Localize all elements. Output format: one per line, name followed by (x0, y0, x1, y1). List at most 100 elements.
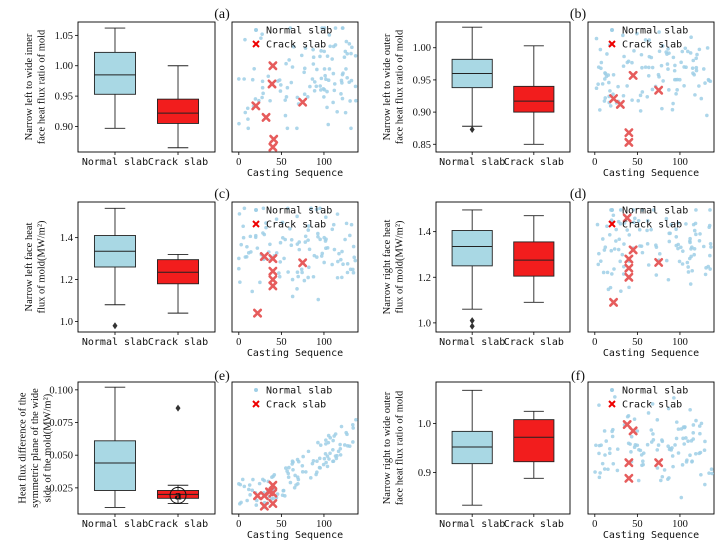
normal-point (691, 423, 696, 427)
y-tick-label: 0.9 (418, 468, 431, 479)
normal-point (664, 216, 669, 221)
normal-point (331, 448, 335, 452)
normal-point (599, 66, 603, 71)
normal-point (667, 239, 672, 244)
y-tick-label: 1.4 (418, 227, 432, 238)
normal-point (611, 73, 616, 77)
normal-point (290, 459, 295, 463)
normal-point (689, 439, 694, 443)
normal-point (287, 465, 291, 470)
y-axis-label: symmetric plane of the wide (30, 388, 41, 508)
normal-point (311, 62, 316, 66)
normal-point (354, 417, 358, 422)
normal-point (295, 214, 299, 219)
normal-point (645, 94, 650, 99)
normal-point (261, 206, 266, 211)
normal-point (327, 457, 331, 461)
normal-point (331, 71, 336, 76)
crack-point (654, 85, 664, 95)
crack-point (268, 254, 278, 264)
normal-point (237, 256, 241, 261)
normal-point (342, 443, 347, 447)
normal-point (626, 414, 631, 418)
normal-point (708, 208, 712, 212)
crack-point (624, 473, 634, 483)
normal-point (306, 238, 310, 242)
normal-point (605, 224, 609, 229)
normal-point (268, 242, 272, 247)
normal-point (640, 208, 645, 212)
scatter-frame (231, 21, 359, 153)
normal-point (618, 208, 623, 212)
normal-point (615, 468, 620, 473)
x-axis-label: Casting Sequence (603, 348, 699, 359)
normal-point (350, 423, 355, 427)
normal-point (300, 470, 305, 474)
normal-point (302, 70, 306, 75)
normal-point (685, 458, 689, 462)
normal-point (707, 225, 712, 230)
normal-point (632, 445, 637, 449)
normal-point (344, 67, 348, 71)
x-category-label: Crack slab (504, 337, 564, 348)
normal-point (708, 253, 712, 258)
x-axis-label: Casting Sequence (247, 530, 343, 541)
normal-point (286, 270, 290, 274)
normal-point (315, 67, 319, 72)
panel-label: (d) (570, 187, 587, 202)
crack-point (268, 499, 278, 509)
normal-point (335, 212, 340, 216)
normal-point (674, 92, 678, 96)
normal-point (284, 61, 288, 66)
normal-point (697, 238, 702, 243)
y-tick-label: 1.4 (60, 233, 74, 244)
normal-point (640, 90, 645, 94)
normal-point (667, 51, 671, 55)
normal-point (629, 450, 633, 454)
normal-point (629, 434, 634, 439)
normal-point (708, 267, 712, 271)
normal-point (310, 77, 315, 81)
normal-point (306, 275, 310, 280)
legend-normal-marker (610, 28, 614, 32)
normal-point (295, 475, 300, 480)
normal-point (672, 68, 677, 73)
normal-point (690, 459, 694, 463)
normal-point (631, 208, 636, 212)
crack-point (628, 245, 638, 255)
normal-point (609, 248, 614, 253)
normal-point (295, 270, 300, 274)
normal-point (303, 234, 308, 239)
crack-point (268, 275, 278, 285)
normal-point (632, 417, 637, 421)
normal-point (250, 289, 254, 294)
normal-point (706, 264, 711, 269)
normal-point (352, 255, 357, 260)
normal-point (668, 446, 673, 451)
normal-point (671, 464, 675, 469)
normal-point (660, 106, 664, 111)
normal-point (596, 262, 601, 267)
x-axis-label: Casting Sequence (247, 348, 343, 359)
normal-point (680, 463, 685, 467)
x-tick-label: 100 (672, 337, 688, 348)
normal-point (261, 231, 265, 235)
normal-point (351, 267, 355, 272)
panel-label: (f) (571, 369, 585, 384)
normal-point (324, 77, 328, 82)
normal-point (252, 66, 256, 71)
y-axis-label: side of the mold(MW/m²) (43, 393, 54, 502)
normal-point (697, 47, 702, 52)
crack-point (253, 308, 263, 318)
normal-point (684, 436, 688, 440)
normal-point (331, 100, 335, 105)
legend-normal-marker (254, 388, 258, 392)
normal-point (338, 446, 343, 451)
legend-normal-label: Normal slab (622, 26, 688, 37)
normal-point (608, 89, 612, 93)
normal-point (660, 44, 665, 48)
normal-point (282, 256, 286, 261)
normal-point (650, 65, 655, 70)
normal-point (686, 270, 691, 274)
normal-point (293, 473, 297, 478)
